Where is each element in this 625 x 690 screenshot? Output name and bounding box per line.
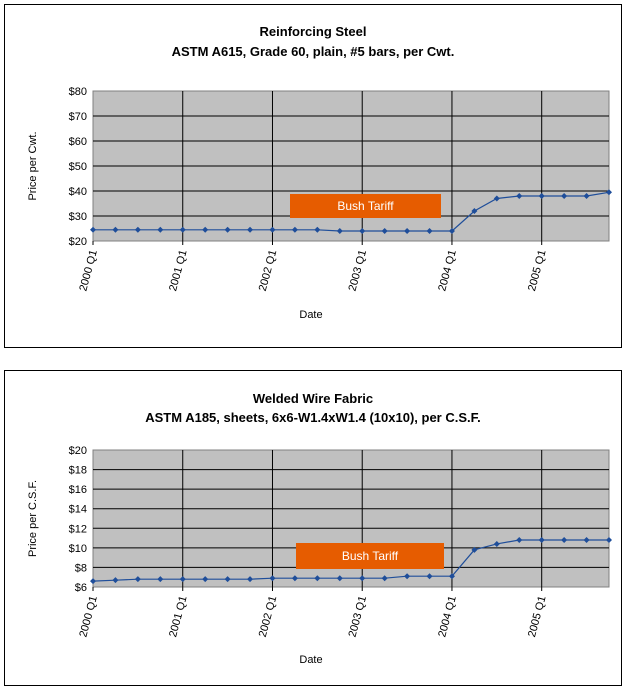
data-point (471, 208, 478, 214)
data-point (516, 537, 523, 544)
data-point (538, 537, 545, 544)
data-point (247, 576, 254, 583)
data-point (404, 573, 411, 580)
data-point (426, 228, 433, 234)
data-point (471, 546, 478, 553)
data-point (112, 226, 119, 233)
data-point (381, 575, 388, 582)
y-tick-label: $70 (69, 111, 87, 123)
data-point (291, 226, 298, 233)
y-tick-label: $10 (69, 543, 87, 555)
data-point (202, 576, 209, 583)
data-point (269, 575, 276, 582)
data-point (561, 537, 568, 544)
data-point (179, 576, 186, 583)
data-point (359, 575, 366, 582)
data-point (90, 226, 96, 233)
data-point (606, 189, 612, 196)
x-tick-label: 2001 Q1 (167, 249, 190, 293)
x-axis-label: Date (299, 309, 322, 321)
y-tick-label: $12 (69, 523, 87, 535)
x-tick-label: 2003 Q1 (347, 595, 370, 639)
y-tick-label: $6 (75, 582, 87, 594)
data-point (134, 226, 141, 233)
annotation-box (290, 194, 441, 218)
data-point (359, 228, 366, 234)
annotation-box (296, 543, 444, 569)
series-line (92, 539, 609, 582)
x-axis-label: Date (299, 654, 322, 666)
chart-title: Welded Wire Fabric (253, 391, 373, 406)
data-point (202, 226, 209, 233)
data-point (134, 576, 141, 583)
x-tick-label: 2002 Q1 (257, 595, 280, 639)
y-tick-label: $8 (75, 562, 87, 574)
data-point (336, 575, 343, 582)
data-point (224, 226, 231, 233)
data-point (314, 226, 321, 233)
data-point (493, 540, 500, 547)
chart-subtitle: ASTM A185, sheets, 6x6-W1.4xW1.4 (10x10)… (145, 410, 481, 425)
y-tick-label: $14 (69, 504, 87, 516)
chart-title: Reinforcing Steel (260, 24, 367, 39)
x-tick-label: 2005 Q1 (526, 595, 549, 639)
y-tick-label: $40 (69, 186, 87, 198)
chart-reinforcing-steel: Reinforcing Steel ASTM A615, Grade 60, pl… (27, 24, 612, 321)
data-point (247, 226, 254, 233)
y-tick-label: $20 (69, 445, 87, 457)
data-point (314, 575, 321, 582)
x-tick-label: 2002 Q1 (257, 249, 280, 293)
data-point (224, 576, 231, 583)
x-tick-label: 2000 Q1 (77, 595, 100, 639)
y-tick-label: $20 (69, 236, 87, 248)
data-point (493, 195, 500, 202)
chart-welded-wire-fabric: Welded Wire Fabric ASTM A185, sheets, 6x6… (27, 391, 612, 666)
data-point (157, 226, 164, 233)
data-point (583, 537, 590, 544)
x-tick-label: 2000 Q1 (77, 249, 100, 293)
y-tick-label: $50 (69, 161, 87, 173)
data-point (157, 576, 164, 583)
data-point (516, 193, 523, 199)
annotation-label: Bush Tariff (337, 199, 394, 213)
data-point (583, 193, 590, 199)
data-point (90, 578, 96, 585)
y-tick-label: $30 (69, 211, 87, 223)
data-point (606, 537, 612, 544)
x-tick-label: 2001 Q1 (167, 595, 190, 639)
y-tick-label: $60 (69, 136, 87, 148)
y-tick-label: $80 (69, 86, 87, 98)
data-point (448, 573, 455, 580)
data-point (179, 226, 186, 233)
y-axis-label: Price per C.S.F. (27, 480, 39, 557)
y-tick-label: $16 (69, 484, 87, 496)
data-point (561, 193, 568, 199)
chart-subtitle: ASTM A615, Grade 60, plain, #5 bars, per… (172, 44, 455, 59)
data-point (112, 577, 119, 584)
data-point (426, 573, 433, 580)
x-tick-label: 2004 Q1 (436, 249, 459, 293)
data-point (291, 575, 298, 582)
annotation-label: Bush Tariff (342, 549, 399, 563)
data-point (538, 193, 545, 199)
x-tick-label: 2005 Q1 (526, 249, 549, 293)
data-point (269, 226, 276, 233)
data-point (336, 228, 343, 234)
chart-panel-welded-wire-fabric: Welded Wire Fabric ASTM A185, sheets, 6x6… (4, 370, 622, 686)
x-tick-label: 2004 Q1 (436, 595, 459, 639)
y-axis-label: Price per Cwt. (27, 131, 39, 200)
data-point (448, 228, 455, 234)
data-point (404, 228, 411, 234)
data-point (381, 228, 388, 234)
x-tick-label: 2003 Q1 (347, 249, 370, 293)
series-line (93, 191, 610, 232)
chart-panel-reinforcing-steel: Reinforcing Steel ASTM A615, Grade 60, pl… (4, 4, 622, 348)
y-tick-label: $18 (69, 465, 87, 477)
